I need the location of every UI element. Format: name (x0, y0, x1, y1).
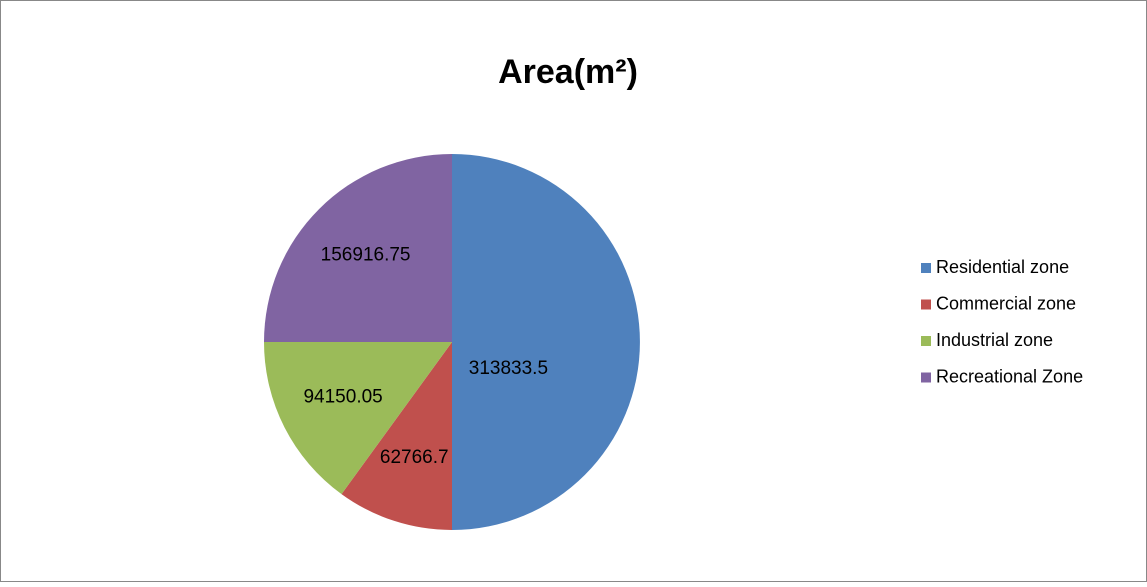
legend-label: Recreational Zone (936, 366, 1083, 386)
pie-slice (452, 154, 640, 530)
legend-label: Commercial zone (936, 293, 1076, 313)
pie-slice (264, 342, 452, 495)
legend-swatch (921, 263, 931, 273)
legend-label: Industrial zone (936, 330, 1053, 350)
data-label: 94150.05 (303, 386, 382, 407)
data-label: 156916.75 (321, 245, 411, 266)
chart-title: Area(m²) (498, 53, 638, 91)
pie-slice (264, 154, 452, 342)
legend-swatch (921, 336, 931, 346)
data-label: 62766.7 (380, 447, 449, 468)
pie-slice (341, 342, 452, 530)
data-label: 313833.5 (469, 358, 548, 379)
legend-label: Residential zone (936, 257, 1069, 277)
legend-swatch (921, 372, 931, 383)
legend-swatch (921, 299, 931, 310)
